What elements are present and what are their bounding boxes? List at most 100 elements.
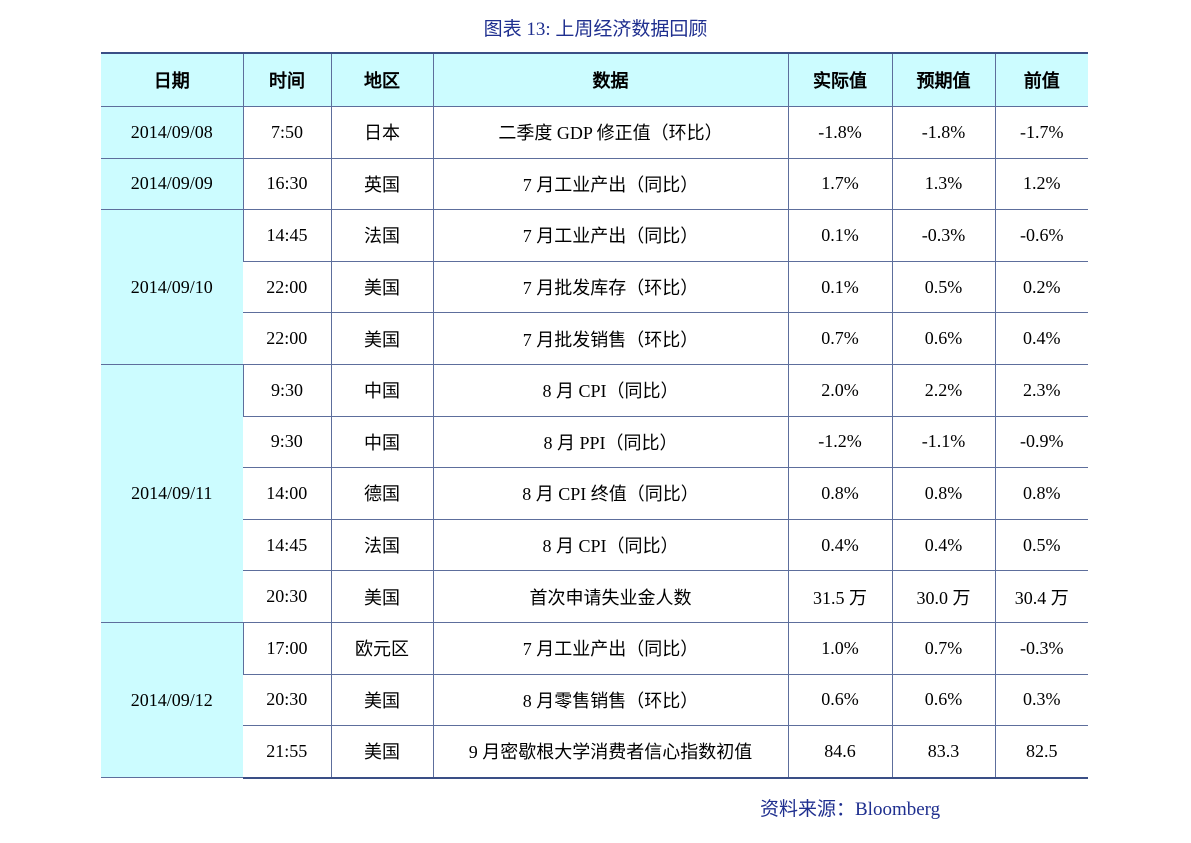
previous-cell: -0.3% [994, 622, 1088, 675]
header-date: 日期 [101, 53, 243, 107]
time-cell: 22:00 [243, 261, 331, 314]
time-cell: 7:50 [242, 106, 331, 159]
forecast-cell: 0.8% [891, 467, 995, 520]
forecast-cell: 30.0 万 [891, 570, 995, 623]
date-cell: 2014/09/08 [101, 106, 243, 159]
region-cell: 美国 [330, 261, 433, 314]
actual-cell: 0.8% [787, 467, 892, 520]
forecast-cell: 0.6% [891, 674, 995, 727]
time-cell: 17:00 [242, 622, 331, 675]
actual-cell: 0.1% [787, 209, 892, 262]
time-cell: 16:30 [242, 158, 331, 211]
forecast-cell: -0.3% [891, 209, 995, 262]
indicator-cell: 7 月工业产出（同比） [432, 158, 788, 211]
previous-cell: 30.4 万 [994, 570, 1088, 623]
previous-cell: 0.4% [994, 312, 1088, 365]
indicator-cell: 9 月密歇根大学消费者信心指数初值 [432, 725, 788, 779]
forecast-cell: 0.5% [891, 261, 995, 314]
indicator-cell: 二季度 GDP 修正值（环比） [432, 106, 788, 159]
time-cell: 21:55 [243, 725, 331, 779]
indicator-cell: 首次申请失业金人数 [432, 570, 788, 623]
region-cell: 法国 [330, 209, 433, 262]
actual-cell: 0.1% [787, 261, 892, 314]
actual-cell: -1.2% [787, 416, 892, 469]
header-region: 地区 [330, 53, 433, 107]
actual-cell: 84.6 [787, 725, 892, 779]
table-row: 14:45 法国 8 月 CPI（同比） 0.4% 0.4% 0.5% [101, 519, 1088, 572]
header-forecast: 预期值 [891, 53, 995, 107]
table-header-row: 日期 时间 地区 数据 实际值 预期值 前值 [101, 53, 1088, 107]
previous-cell: 0.5% [994, 519, 1088, 572]
region-cell: 日本 [330, 106, 433, 159]
time-cell: 22:00 [243, 312, 331, 365]
previous-cell: 2.3% [994, 364, 1088, 417]
actual-cell: 0.6% [787, 674, 892, 727]
time-cell: 9:30 [242, 364, 331, 417]
header-actual: 实际值 [787, 53, 892, 107]
forecast-cell: 1.3% [891, 158, 995, 211]
time-cell: 20:30 [243, 674, 331, 727]
header-time: 时间 [242, 53, 331, 107]
region-cell: 中国 [330, 364, 433, 417]
date-cell: 2014/09/10 [101, 209, 243, 365]
header-data: 数据 [432, 53, 788, 107]
economic-data-table: 日期 时间 地区 数据 实际值 预期值 前值 2014/09/08 7:50 日… [101, 52, 1088, 779]
time-cell: 9:30 [243, 416, 331, 469]
table-row: 21:55 美国 9 月密歇根大学消费者信心指数初值 84.6 83.3 82.… [101, 725, 1088, 779]
region-cell: 法国 [330, 519, 433, 572]
indicator-cell: 8 月 CPI（同比） [432, 364, 788, 417]
actual-cell: 1.7% [787, 158, 892, 211]
forecast-cell: -1.8% [891, 106, 995, 159]
table-row: 22:00 美国 7 月批发销售（环比） 0.7% 0.6% 0.4% [101, 312, 1088, 365]
previous-cell: 1.2% [994, 158, 1088, 211]
date-cell: 2014/09/11 [101, 364, 243, 623]
date-cell: 2014/09/09 [101, 158, 243, 211]
table-caption: 图表 13: 上周经济数据回顾 [483, 19, 708, 40]
forecast-cell: -1.1% [891, 416, 995, 469]
table-row: 2014/09/12 17:00 欧元区 7 月工业产出（同比） 1.0% 0.… [101, 622, 1088, 779]
indicator-cell: 8 月 PPI（同比） [432, 416, 788, 469]
indicator-cell: 7 月批发库存（环比） [432, 261, 788, 314]
previous-cell: 0.3% [994, 674, 1088, 727]
region-cell: 欧元区 [330, 622, 433, 675]
forecast-cell: 0.6% [891, 312, 995, 365]
region-cell: 德国 [330, 467, 433, 520]
previous-cell: 0.2% [994, 261, 1088, 314]
time-cell: 14:45 [242, 209, 331, 262]
forecast-cell: 0.7% [891, 622, 995, 675]
time-cell: 14:00 [243, 467, 331, 520]
region-cell: 中国 [330, 416, 433, 469]
source-note: 资料来源：Bloomberg [760, 799, 941, 820]
indicator-cell: 7 月批发销售（环比） [432, 312, 788, 365]
actual-cell: -1.8% [787, 106, 892, 159]
table-row: 9:30 中国 8 月 PPI（同比） -1.2% -1.1% -0.9% [101, 416, 1088, 469]
table-row: 14:00 德国 8 月 CPI 终值（同比） 0.8% 0.8% 0.8% [101, 467, 1088, 520]
region-cell: 美国 [330, 674, 433, 727]
date-cell: 2014/09/12 [101, 622, 243, 779]
table-row: 2014/09/08 7:50 日本 二季度 GDP 修正值（环比） -1.8%… [101, 106, 1088, 159]
previous-cell: 0.8% [994, 467, 1088, 520]
indicator-cell: 7 月工业产出（同比） [432, 622, 788, 675]
actual-cell: 0.4% [787, 519, 892, 572]
header-previous: 前值 [994, 53, 1088, 107]
actual-cell: 1.0% [787, 622, 892, 675]
previous-cell: -1.7% [994, 106, 1088, 159]
actual-cell: 31.5 万 [787, 570, 892, 623]
table-row: 2014/09/09 16:30 英国 7 月工业产出（同比） 1.7% 1.3… [101, 158, 1088, 211]
region-cell: 美国 [330, 725, 433, 779]
forecast-cell: 2.2% [891, 364, 995, 417]
actual-cell: 2.0% [787, 364, 892, 417]
time-cell: 14:45 [243, 519, 331, 572]
indicator-cell: 7 月工业产出（同比） [432, 209, 788, 262]
actual-cell: 0.7% [787, 312, 892, 365]
previous-cell: 82.5 [994, 725, 1088, 779]
indicator-cell: 8 月 CPI（同比） [432, 519, 788, 572]
region-cell: 美国 [330, 312, 433, 365]
forecast-cell: 0.4% [891, 519, 995, 572]
previous-cell: -0.9% [994, 416, 1088, 469]
previous-cell: -0.6% [994, 209, 1088, 262]
time-cell: 20:30 [243, 570, 331, 623]
indicator-cell: 8 月零售销售（环比） [432, 674, 788, 727]
table-row: 20:30 美国 8 月零售销售（环比） 0.6% 0.6% 0.3% [101, 674, 1088, 727]
table-row: 2014/09/11 9:30 中国 8 月 CPI（同比） 2.0% 2.2%… [101, 364, 1088, 623]
